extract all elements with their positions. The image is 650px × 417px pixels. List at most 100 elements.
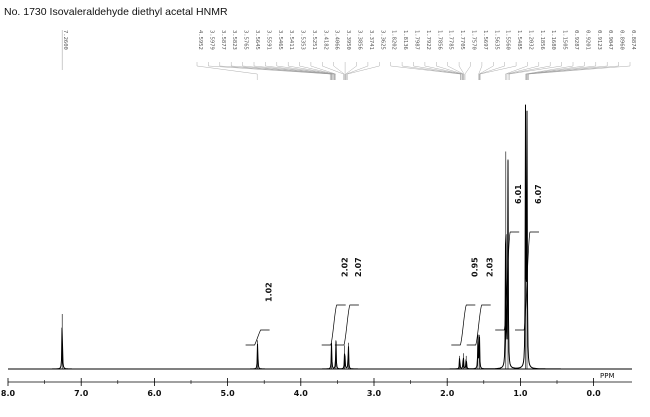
peak-leader-2 bbox=[208, 62, 331, 80]
peak-label-5: 3.5765 bbox=[243, 30, 249, 50]
peak-label-34: 0.9287 bbox=[573, 30, 579, 50]
peak-list: 7.2600 4.5952 3.5979 3.5877 3.5823 3.5765 3.56… bbox=[61, 30, 636, 80]
peak-label-6: 3.5645 bbox=[254, 30, 260, 50]
peak-label-2: 3.5979 bbox=[208, 30, 214, 50]
peak-leader-8 bbox=[276, 62, 335, 80]
peak-leader-28 bbox=[479, 62, 505, 80]
peak-label-7: 3.5591 bbox=[265, 30, 271, 50]
peak-leader-17 bbox=[347, 62, 380, 80]
peak-label-9: 3.5411 bbox=[288, 30, 294, 50]
peak-leader-19 bbox=[401, 62, 461, 80]
peak-label-35: 0.9201 bbox=[584, 30, 590, 50]
peak-label-8: 3.5465 bbox=[277, 30, 283, 50]
peak-leader-37 bbox=[527, 62, 608, 80]
peak-leader-32 bbox=[507, 62, 551, 80]
chart-title: No. 1730 Isovaleraldehyde diethyl acetal… bbox=[4, 6, 228, 18]
integral-curves: 1.02 2.02 2.07 0.95 2.03 6.01 6.07 bbox=[245, 184, 543, 346]
x-tick-label-2: 6.0 bbox=[147, 389, 162, 398]
peak-leader-22 bbox=[436, 62, 464, 80]
peak-leader-38 bbox=[527, 62, 619, 80]
peak-label-31: 1.1856 bbox=[539, 30, 545, 50]
peak-label-21: 1.7922 bbox=[425, 30, 431, 50]
peak-leader-34 bbox=[525, 62, 574, 80]
peak-label-22: 1.7856 bbox=[436, 30, 442, 50]
peak-leader-35 bbox=[526, 62, 585, 80]
peak-leader-24 bbox=[458, 62, 465, 80]
peak-label-15: 3.3856 bbox=[357, 30, 363, 50]
peak-leader-7 bbox=[265, 62, 334, 80]
peak-leader-30 bbox=[505, 62, 528, 80]
x-axis: 8.0 7.0 6.0 5.0 4.0 3.0 2.0 1.0 0.0 PPM bbox=[1, 372, 632, 398]
peak-leader-3 bbox=[219, 62, 332, 80]
peak-leader-26 bbox=[478, 62, 483, 80]
peak-leader-1 bbox=[196, 62, 258, 80]
integral-label-2: 2.07 bbox=[354, 257, 363, 277]
peak-label-24: 1.7705 bbox=[459, 30, 465, 50]
peak-label-32: 1.1680 bbox=[550, 30, 556, 50]
peak-label-3: 3.5877 bbox=[220, 30, 226, 50]
peak-label-10: 3.5353 bbox=[300, 30, 306, 50]
peak-label-30: 1.2032 bbox=[527, 30, 533, 50]
x-tick-label-7: 1.0 bbox=[513, 389, 528, 398]
peak-label-26: 1.5697 bbox=[482, 30, 488, 50]
integral-label-5: 6.01 bbox=[514, 184, 523, 204]
peak-leader-12 bbox=[322, 62, 344, 80]
peak-label-38: 0.8960 bbox=[619, 30, 625, 50]
x-axis-label: PPM bbox=[600, 372, 614, 380]
peak-label-19: 1.8136 bbox=[402, 30, 408, 50]
peak-label-16: 3.3741 bbox=[368, 30, 374, 50]
peak-leader-36 bbox=[526, 62, 596, 80]
integral-curve-4 bbox=[466, 304, 491, 346]
peak-leader-18 bbox=[390, 62, 461, 80]
integral-label-3: 0.95 bbox=[470, 257, 479, 277]
peak-leader-10 bbox=[299, 62, 335, 80]
x-tick-label-1: 7.0 bbox=[74, 389, 89, 398]
peak-leader-27 bbox=[479, 62, 494, 80]
peak-leader-33 bbox=[509, 62, 562, 80]
peak-label-39: 0.8874 bbox=[630, 30, 636, 51]
peak-label-11: 3.5251 bbox=[311, 30, 317, 50]
peak-leader-29 bbox=[480, 62, 517, 80]
integral-curve-0 bbox=[245, 329, 270, 346]
peak-leader-11 bbox=[310, 62, 336, 80]
peak-leader-20 bbox=[413, 62, 463, 80]
peak-leader-25 bbox=[464, 62, 471, 80]
peak-label-18: 1.8202 bbox=[391, 30, 397, 50]
peak-label-36: 0.9123 bbox=[596, 30, 602, 50]
integral-label-0: 1.02 bbox=[265, 282, 274, 302]
x-tick-label-0: 8.0 bbox=[1, 389, 16, 398]
peak-label-14: 3.3950 bbox=[345, 30, 351, 50]
peak-leader-16 bbox=[346, 62, 369, 80]
peak-label-0: 7.2600 bbox=[62, 30, 68, 50]
x-tick-label-6: 2.0 bbox=[440, 389, 455, 398]
peak-label-20: 1.7987 bbox=[414, 30, 420, 50]
peak-leader-6 bbox=[253, 62, 333, 80]
peak-leader-23 bbox=[447, 62, 464, 80]
peak-leader-15 bbox=[345, 62, 357, 80]
x-tick-label-4: 4.0 bbox=[294, 389, 309, 398]
peak-leader-4 bbox=[231, 62, 332, 80]
spectrum-line bbox=[8, 104, 632, 370]
peak-label-25: 1.7570 bbox=[470, 30, 476, 50]
integral-curve-2 bbox=[334, 304, 359, 346]
peak-label-37: 0.9047 bbox=[607, 30, 613, 50]
peak-label-28: 1.5560 bbox=[505, 30, 511, 50]
peak-label-13: 3.4066 bbox=[334, 30, 340, 50]
peak-label-29: 1.5485 bbox=[516, 30, 522, 50]
peak-leader-31 bbox=[506, 62, 539, 80]
integral-label-4: 2.03 bbox=[486, 257, 495, 277]
integral-curve-1 bbox=[321, 304, 346, 346]
peak-label-23: 1.7785 bbox=[448, 30, 454, 50]
x-tick-label-5: 3.0 bbox=[367, 389, 382, 398]
integral-curve-3 bbox=[451, 304, 476, 346]
peak-leader-39 bbox=[528, 62, 631, 80]
peak-leader-21 bbox=[424, 62, 463, 80]
peak-leader-13 bbox=[333, 62, 345, 80]
peak-label-27: 1.5635 bbox=[493, 30, 499, 50]
peak-label-17: 3.3625 bbox=[379, 30, 385, 50]
peak-leader-5 bbox=[242, 62, 332, 80]
peak-label-12: 3.4182 bbox=[322, 30, 328, 50]
integral-label-1: 2.02 bbox=[341, 257, 350, 277]
x-tick-label-8: 0.0 bbox=[587, 389, 602, 398]
